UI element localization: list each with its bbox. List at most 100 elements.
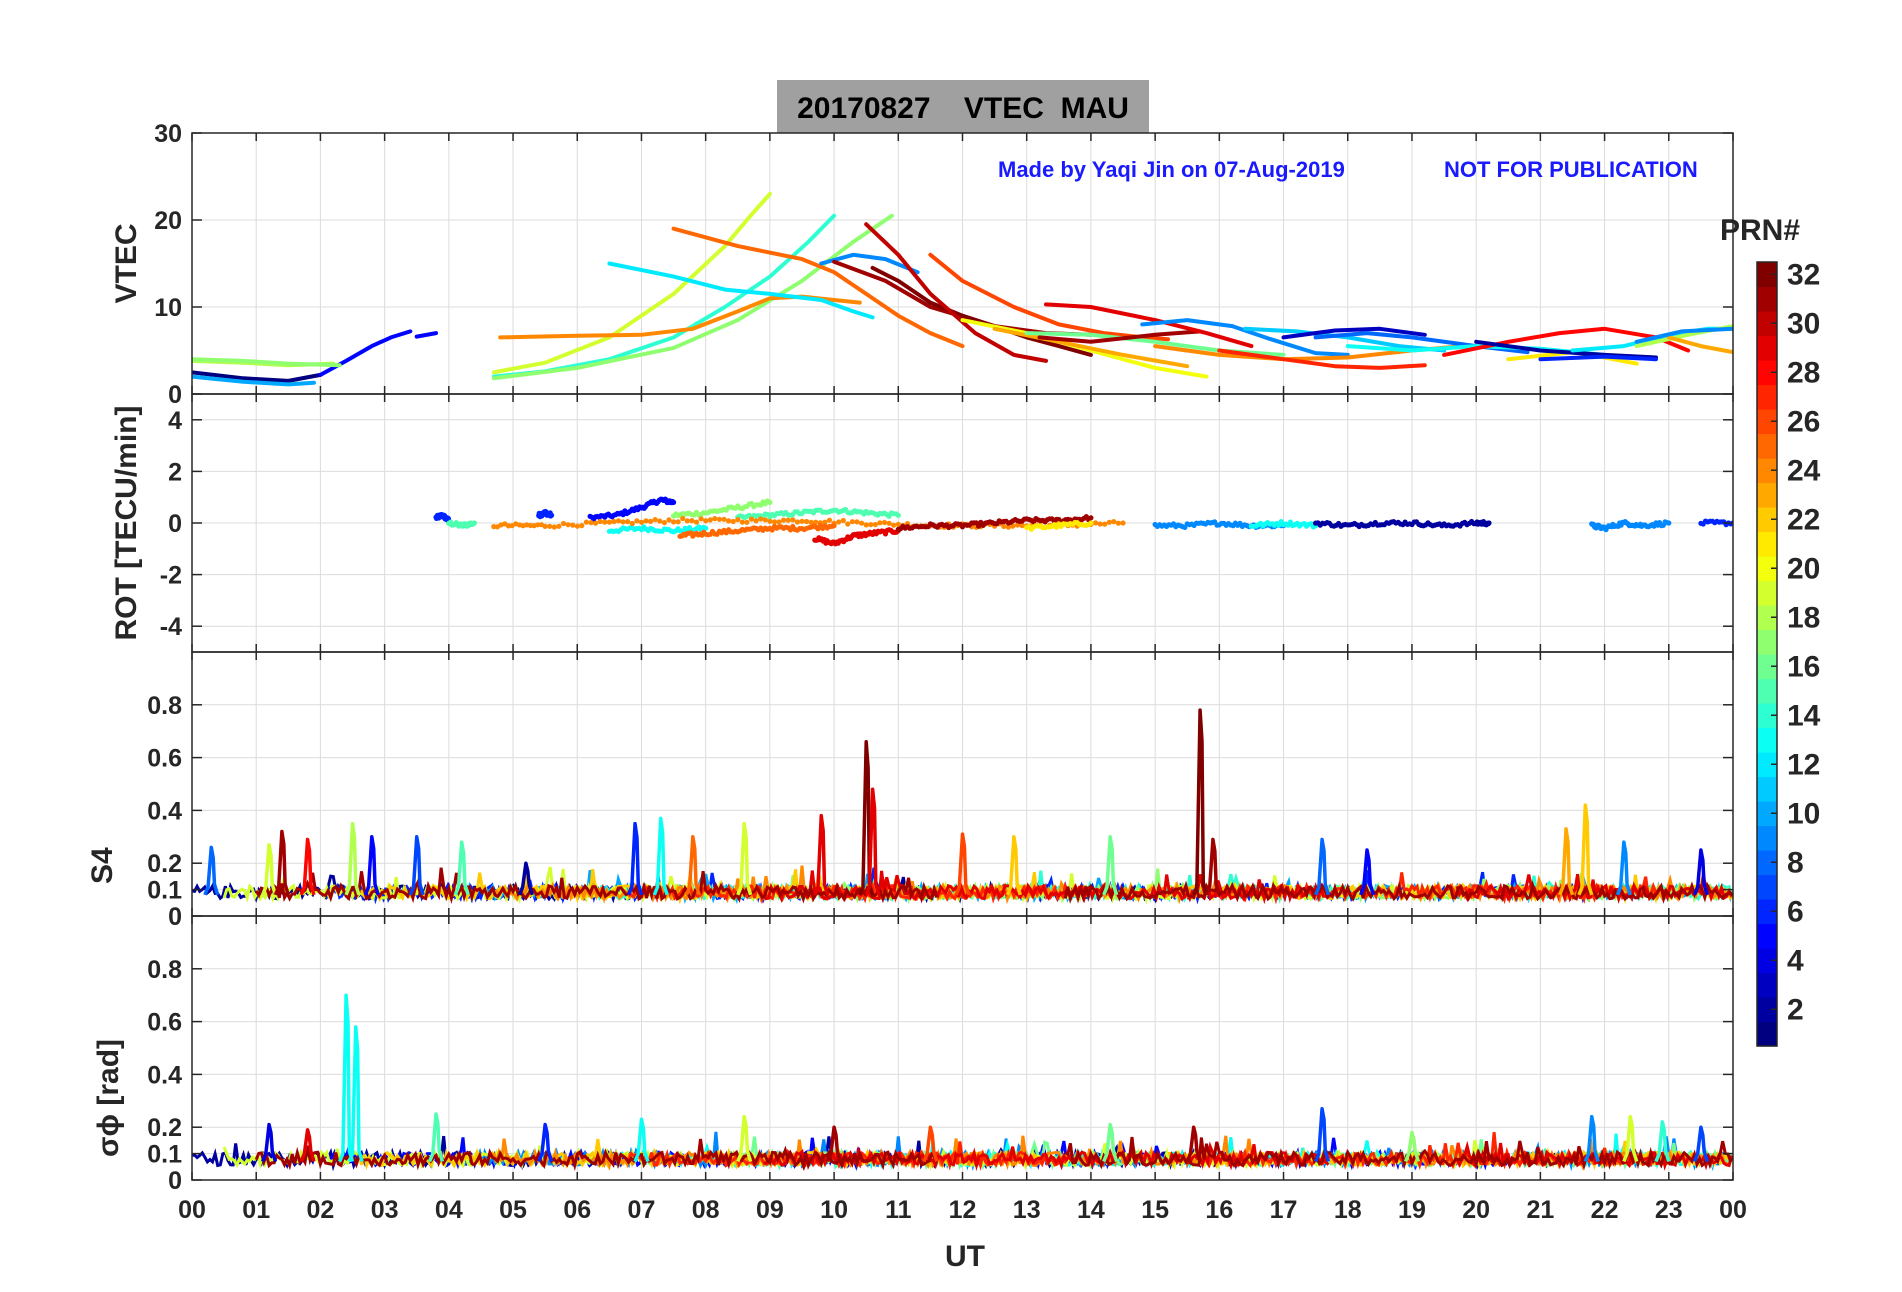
colorbar-band	[1757, 850, 1777, 876]
colorbar-band	[1757, 262, 1777, 288]
s4-spike-prn-5	[1358, 848, 1376, 896]
y-tick-label: 0.4	[147, 797, 182, 825]
sigma_phi-spike-prn-17	[1403, 1130, 1421, 1163]
y-tick-label: 4	[168, 407, 182, 435]
s4-spike-prn-7	[408, 835, 425, 896]
credit-note: Made by Yaqi Jin on 07-Aug-2019	[998, 157, 1345, 182]
colorbar-tick-label: 18	[1787, 601, 1820, 634]
s4-spike-prn-2	[517, 861, 534, 896]
x-tick-label: 05	[499, 1196, 527, 1224]
rot-point-prn-24	[611, 518, 617, 525]
rot-point-prn-24	[625, 519, 631, 525]
colorbar-tick-label: 28	[1787, 356, 1820, 389]
y-tick-label: 30	[154, 120, 182, 148]
y-tick-label: 0.4	[147, 1061, 182, 1089]
s4-spike-prn-8	[1314, 837, 1331, 896]
rot-point-prn-24	[602, 519, 608, 525]
panel-rot: -4 -2 0 2 4 ROT [TECU/min]	[110, 393, 1734, 653]
x-tick-label: 04	[435, 1196, 463, 1224]
vtec-trace-prn-23	[1666, 335, 1733, 355]
rot-point-prn-24	[840, 517, 846, 524]
y-tick-label: 0	[168, 903, 182, 931]
rot-point-prn-24	[758, 516, 764, 522]
rot-point-prn-31	[976, 523, 982, 529]
rot-point-prn-24	[684, 518, 690, 524]
rot-point-prn-24	[1019, 523, 1025, 529]
x-tick-label: 22	[1591, 1196, 1619, 1224]
rot-point-prn-24	[579, 523, 585, 529]
rot-point-prn-15	[471, 520, 478, 526]
sigma_phi-spike-prn-13	[633, 1117, 650, 1163]
colorbar-band	[1757, 948, 1777, 974]
s4-spike-prn-8	[203, 845, 220, 896]
x-tick-label: 20	[1462, 1196, 1490, 1224]
y-tick-label: 0.6	[147, 1009, 182, 1037]
y-tick-label: 10	[154, 294, 182, 322]
s4-spike-prn-16	[1102, 835, 1119, 896]
x-axis-label: UT	[945, 1240, 985, 1273]
rot-point-prn-24	[560, 520, 567, 527]
rot-point-prn-21	[1088, 520, 1094, 526]
colorbar-band	[1757, 458, 1777, 484]
x-tick-label: 23	[1655, 1196, 1683, 1224]
rot-point-prn-9	[1666, 520, 1672, 526]
rot-point-prn-24	[680, 515, 686, 522]
sigma_phi-spike-prn-13	[338, 993, 355, 1163]
vtec-trace-prn-5	[318, 329, 413, 377]
colorbar-band	[1757, 874, 1777, 900]
y-tick-label: 0.8	[147, 692, 182, 720]
sigma_phi-spike-prn-26	[922, 1125, 939, 1163]
s4-spike-prn-23	[1558, 827, 1575, 896]
colorbar-band	[1757, 409, 1777, 435]
colorbar-tick-label: 30	[1787, 307, 1820, 340]
s4-spike-prn-22	[1005, 835, 1022, 896]
s4-spike-prn-29	[864, 787, 881, 896]
rot-point-prn-24	[785, 517, 791, 523]
rot-point-prn-24	[1106, 519, 1112, 525]
rot-point-prn-24	[712, 516, 718, 522]
sigma_phi-spike-prn-7	[1692, 1125, 1709, 1163]
rot-point-prn-24	[716, 516, 723, 522]
colorbar-tick-label: 20	[1787, 552, 1820, 585]
colorbar-band	[1757, 580, 1777, 606]
rot-point-prn-24	[744, 519, 750, 525]
sigma_phi-spike-prn-14	[1654, 1120, 1671, 1163]
x-tick-label: 02	[307, 1196, 335, 1224]
sigma_phi-spike-prn-29	[299, 1128, 316, 1163]
vtec-trace-prn-17	[192, 357, 342, 368]
vtec-trace-prn-24	[498, 294, 862, 340]
rot-point-prn-24	[886, 520, 892, 526]
colorbar-band	[1757, 433, 1777, 459]
rot-point-prn-24	[675, 519, 681, 525]
y-tick-label: -4	[160, 613, 182, 641]
s4-trace-prn-31	[254, 867, 939, 905]
sigma_phi-spike-prn-19	[736, 1114, 753, 1163]
y-axis-label: ROT [TECU/min]	[110, 406, 143, 641]
colorbar-band	[1757, 531, 1777, 557]
y-axis-label: σϕ [rad]	[92, 1039, 125, 1157]
colorbar-tick-label: 4	[1787, 944, 1804, 977]
x-tick-labels: 00 01 02 03 04 05 06 07 08 09 10 11 12 13 14 15 16 17 18 19…	[178, 1196, 1747, 1224]
figure-title: 20170827 VTEC MAU	[797, 92, 1129, 125]
rot-point-prn-24	[547, 523, 553, 529]
rot-point-prn-24	[836, 519, 842, 525]
y-tick-label: 0.8	[147, 956, 182, 984]
x-tick-label: 12	[949, 1196, 977, 1224]
vtec-trace-prn-30	[864, 222, 1048, 363]
rot-point-prn-24	[753, 518, 759, 524]
rot-point-prn-24	[570, 522, 576, 528]
rot-point-prn-24	[666, 517, 672, 523]
vtec-trace-prn-31	[1037, 329, 1203, 344]
vtec-trace-prn-32	[870, 265, 1093, 357]
colorbar-tick-label: 14	[1787, 699, 1821, 732]
rot-point-prn-24	[657, 518, 663, 524]
rot-point-prn-31	[1088, 515, 1094, 521]
vtec-trace-prn-11	[1243, 326, 1447, 353]
rot-point-prn-24	[762, 517, 768, 523]
colorbar-band	[1757, 335, 1777, 361]
colorbar-band	[1757, 801, 1777, 827]
s4-spike-prn-19	[736, 821, 753, 896]
rot-point-prn-24	[698, 516, 704, 522]
colorbar-tick-label: 24	[1787, 454, 1821, 487]
s4-spike-prn-13	[652, 816, 669, 896]
